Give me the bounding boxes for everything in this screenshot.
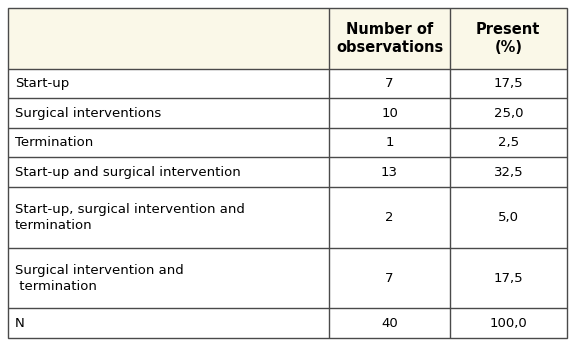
Text: 32,5: 32,5 bbox=[493, 166, 523, 179]
Text: 100,0: 100,0 bbox=[489, 317, 527, 330]
Text: 40: 40 bbox=[381, 317, 398, 330]
Text: 13: 13 bbox=[381, 166, 398, 179]
Text: Surgical intervention and
 termination: Surgical intervention and termination bbox=[15, 264, 183, 293]
Text: 25,0: 25,0 bbox=[493, 107, 523, 120]
Text: 10: 10 bbox=[381, 107, 398, 120]
Text: 7: 7 bbox=[385, 272, 394, 284]
Text: Number of
observations: Number of observations bbox=[336, 21, 443, 55]
Text: Start-up, surgical intervention and
termination: Start-up, surgical intervention and term… bbox=[15, 203, 245, 232]
Text: 2: 2 bbox=[385, 211, 394, 224]
Text: 17,5: 17,5 bbox=[493, 272, 523, 284]
Text: Start-up and surgical intervention: Start-up and surgical intervention bbox=[15, 166, 241, 179]
Text: Present
(%): Present (%) bbox=[476, 21, 540, 55]
Text: Start-up: Start-up bbox=[15, 77, 69, 90]
Text: 1: 1 bbox=[385, 136, 394, 149]
Text: Termination: Termination bbox=[15, 136, 93, 149]
Text: N: N bbox=[15, 317, 25, 330]
Text: 5,0: 5,0 bbox=[498, 211, 519, 224]
Bar bbox=[8, 8, 567, 69]
Text: 2,5: 2,5 bbox=[498, 136, 519, 149]
Text: Surgical interventions: Surgical interventions bbox=[15, 107, 161, 120]
Text: 17,5: 17,5 bbox=[493, 77, 523, 90]
Text: 7: 7 bbox=[385, 77, 394, 90]
